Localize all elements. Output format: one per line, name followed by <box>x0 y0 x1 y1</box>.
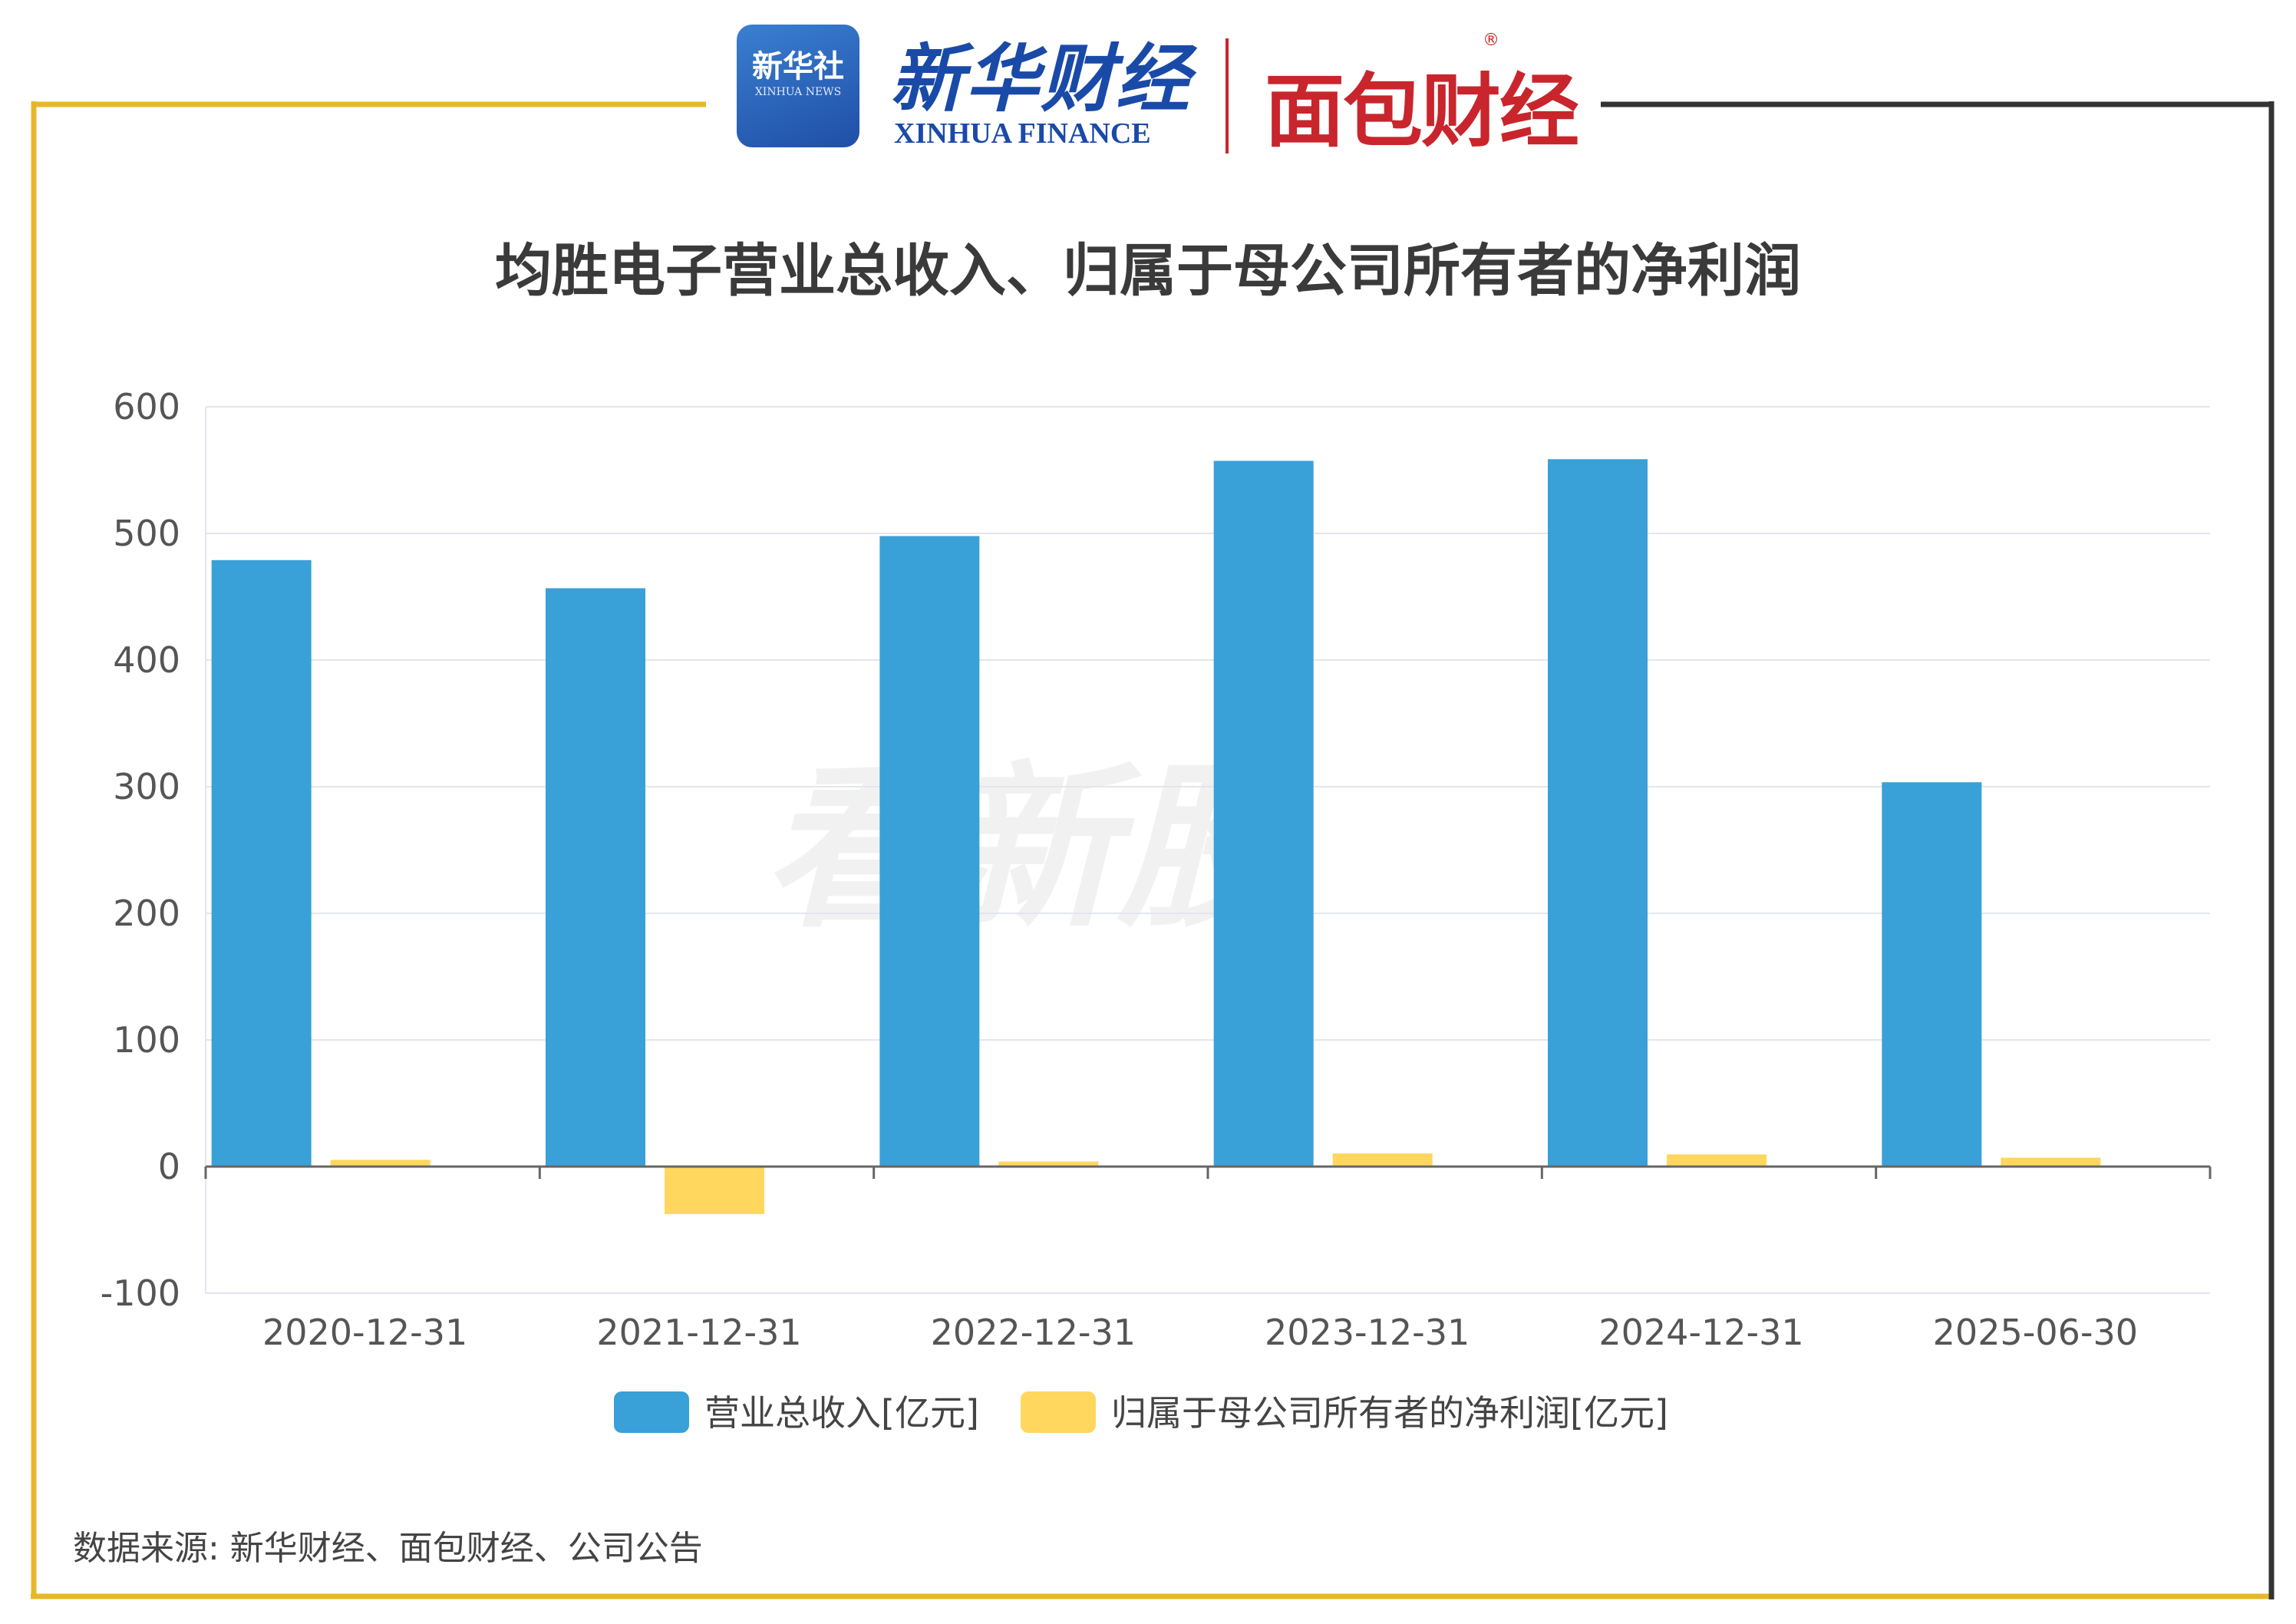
y-tick-label: 100 <box>113 1019 180 1061</box>
x-tick-label: 2023-12-31 <box>1265 1312 1470 1353</box>
chart-legend: 营业总收入[亿元] 归属于母公司所有者的净利润[亿元] <box>614 1391 1668 1434</box>
x-tick-label: 2020-12-31 <box>262 1312 467 1353</box>
header-logos: 新华社 XINHUA NEWS 新华财经 XINHUA FINANCE 面包财经… <box>737 15 1611 161</box>
x-tick-label: 2024-12-31 <box>1598 1312 1803 1353</box>
chart-gridlines <box>205 406 2210 1294</box>
y-tick-label: -100 <box>101 1272 180 1314</box>
xinhua-finance-logo: 新华财经 <box>890 35 1191 122</box>
data-source: 数据来源: 新华财经、面包财经、公司公告 <box>73 1529 703 1568</box>
revenue-bar <box>1882 782 1982 1167</box>
revenue-bar <box>1213 460 1314 1167</box>
revenue-bar <box>211 559 312 1167</box>
y-tick-label: 600 <box>113 386 180 427</box>
profit-bar <box>330 1160 430 1167</box>
legend-item-revenue: 营业总收入[亿元] <box>704 1392 979 1434</box>
chart-bars <box>211 459 2101 1214</box>
profit-bar <box>998 1161 1099 1167</box>
legend-item-profit: 归属于母公司所有者的净利润[亿元] <box>1111 1392 1668 1434</box>
y-tick-label: 200 <box>113 893 180 934</box>
revenue-bar <box>546 588 645 1167</box>
y-tick-label: 500 <box>113 513 180 554</box>
xinhua-badge-text: 新华社 <box>752 48 844 84</box>
xinhua-badge-en-text: XINHUA NEWS <box>754 86 842 98</box>
legend-swatch <box>1021 1391 1096 1433</box>
y-tick-label: 300 <box>113 766 180 807</box>
y-tick-label: 400 <box>113 639 180 681</box>
x-tick-label: 2025-06-30 <box>1933 1312 2138 1353</box>
revenue-bar <box>879 536 980 1167</box>
profit-bar <box>2001 1157 2101 1167</box>
logo-divider <box>1226 38 1229 153</box>
legend-swatch <box>614 1391 689 1433</box>
mianbao-finance-logo: 面包财经 <box>1265 64 1579 158</box>
y-tick-label: 0 <box>158 1146 180 1187</box>
profit-bar <box>1667 1154 1767 1167</box>
profit-bar <box>1332 1153 1433 1167</box>
frame-border <box>31 101 2275 1599</box>
x-tick-label: 2021-12-31 <box>596 1312 801 1353</box>
x-axis: 2020-12-31 2021-12-31 2022-12-31 2023-12-31… <box>204 1165 2212 1353</box>
y-axis: 600 500 400 300 200 100 0 -100 <box>101 386 180 1314</box>
xinhua-news-logo: 新华社 XINHUA NEWS <box>737 25 859 147</box>
revenue-bar <box>1548 459 1648 1167</box>
chart-title: 均胜电子营业总收入、归属于母公司所有者的净利润 <box>495 238 1801 304</box>
x-tick-label: 2022-12-31 <box>931 1312 1136 1353</box>
profit-bar <box>665 1167 764 1214</box>
xinhua-finance-en-text: XINHUA FINANCE <box>894 117 1151 150</box>
registered-mark: ® <box>1483 31 1499 50</box>
